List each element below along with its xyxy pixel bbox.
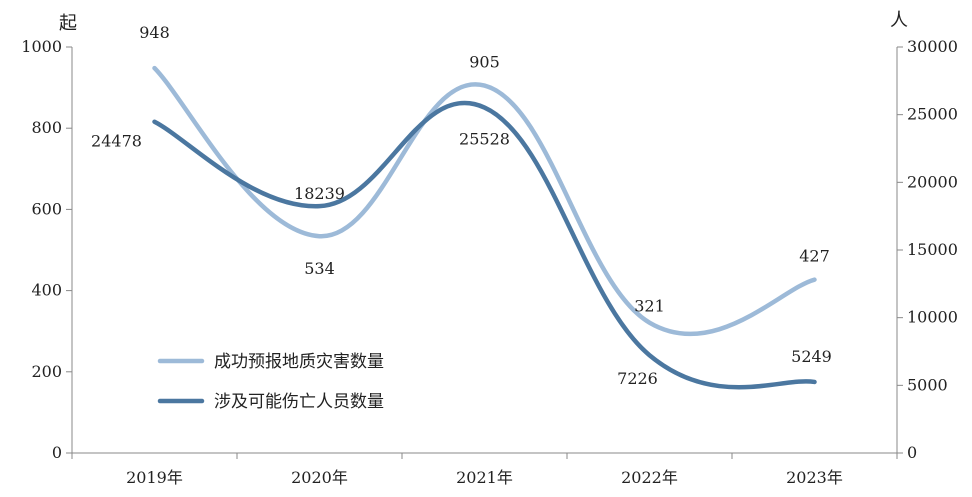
legend-label-2: 涉及可能伤亡人员数量	[214, 392, 384, 412]
y-left-tick-label: 600	[31, 199, 62, 218]
x-tick-label: 2023年	[786, 468, 843, 487]
series-line-1	[152, 65, 817, 337]
y-right-tick-label: 15000	[907, 240, 958, 259]
x-tick-label: 2022年	[621, 468, 678, 487]
y-right-tick-label: 20000	[907, 172, 958, 191]
y-left-tick-label: 1000	[21, 37, 62, 56]
data-label-series-2: 25528	[459, 130, 510, 149]
y-left-tick-label: 0	[52, 443, 62, 462]
y-left-tick-label: 400	[31, 281, 62, 300]
data-label-series-1: 534	[304, 259, 335, 278]
y-right-tick-label: 30000	[907, 37, 958, 56]
y-right-tick-label: 25000	[907, 105, 958, 124]
data-label-series-1: 948	[139, 23, 170, 42]
data-label-series-1: 905	[469, 53, 500, 72]
y-left-tick-label: 800	[31, 118, 62, 137]
data-label-series-2: 5249	[791, 347, 832, 366]
data-label-series-2: 18239	[294, 184, 345, 203]
data-label-series-1: 427	[799, 247, 830, 266]
y-right-tick-label: 5000	[907, 375, 948, 394]
data-labels: 948 534 905 321 427 24478 18239 25528 7226 5249	[91, 23, 832, 388]
axes: 0200400600800100005000100001500020000250…	[21, 10, 958, 487]
x-tick-label: 2021年	[456, 468, 513, 487]
y-left-unit: 起	[59, 13, 77, 34]
data-label-series-2: 24478	[91, 132, 142, 151]
y-right-tick-label: 0	[907, 443, 917, 462]
y-right-unit: 人	[890, 10, 908, 31]
data-label-series-1: 321	[634, 297, 665, 316]
x-tick-label: 2020年	[291, 468, 348, 487]
legend-label-1: 成功预报地质灾害数量	[214, 352, 384, 372]
x-tick-label: 2019年	[126, 468, 183, 487]
data-label-series-2: 7226	[617, 369, 658, 388]
y-left-tick-label: 200	[31, 362, 62, 381]
series-line-2	[152, 100, 817, 390]
series-group	[152, 65, 817, 390]
y-right-tick-label: 10000	[907, 308, 958, 327]
